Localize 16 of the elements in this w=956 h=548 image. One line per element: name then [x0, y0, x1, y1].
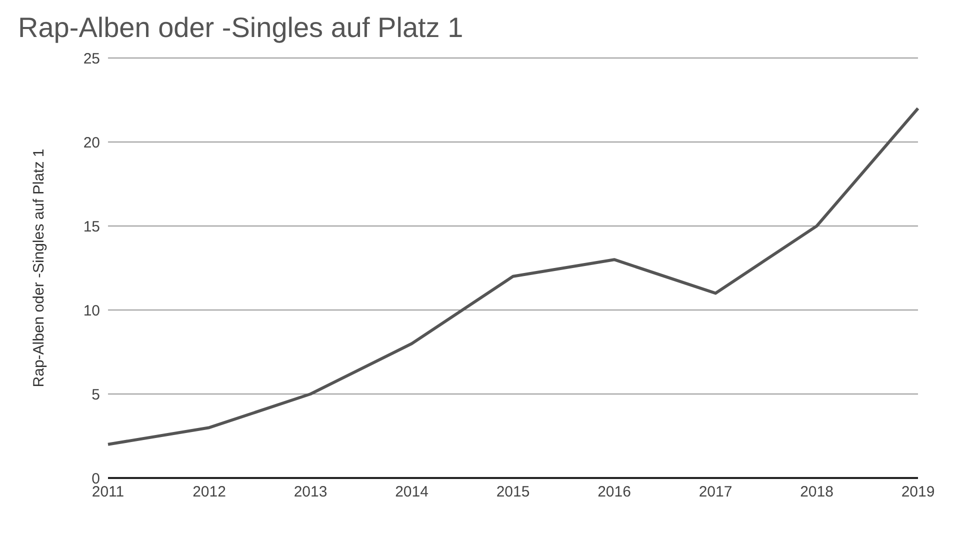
y-tick-label: 15	[83, 218, 100, 236]
line-series	[106, 106, 920, 446]
x-tick-label: 2013	[294, 484, 328, 501]
x-tick-label: 2016	[598, 484, 631, 501]
x-tick-label: 2012	[192, 484, 226, 501]
y-tick-label: 10	[83, 302, 100, 320]
chart-title: Rap-Alben oder -Singles auf Platz 1	[17, 11, 464, 45]
x-tick-label: 2019	[901, 484, 935, 501]
y-tick-label: 20	[83, 134, 100, 152]
y-tick-label: 25	[83, 50, 100, 68]
x-tick-label: 2014	[395, 484, 428, 501]
x-tick-label: 2017	[698, 484, 732, 501]
y-tick-label: 5	[92, 386, 100, 404]
x-tick-label: 2018	[800, 484, 834, 501]
x-tick-label: 2015	[496, 484, 530, 501]
y-axis-title: Rap-Alben oder -Singles auf Platz 1	[30, 148, 48, 388]
